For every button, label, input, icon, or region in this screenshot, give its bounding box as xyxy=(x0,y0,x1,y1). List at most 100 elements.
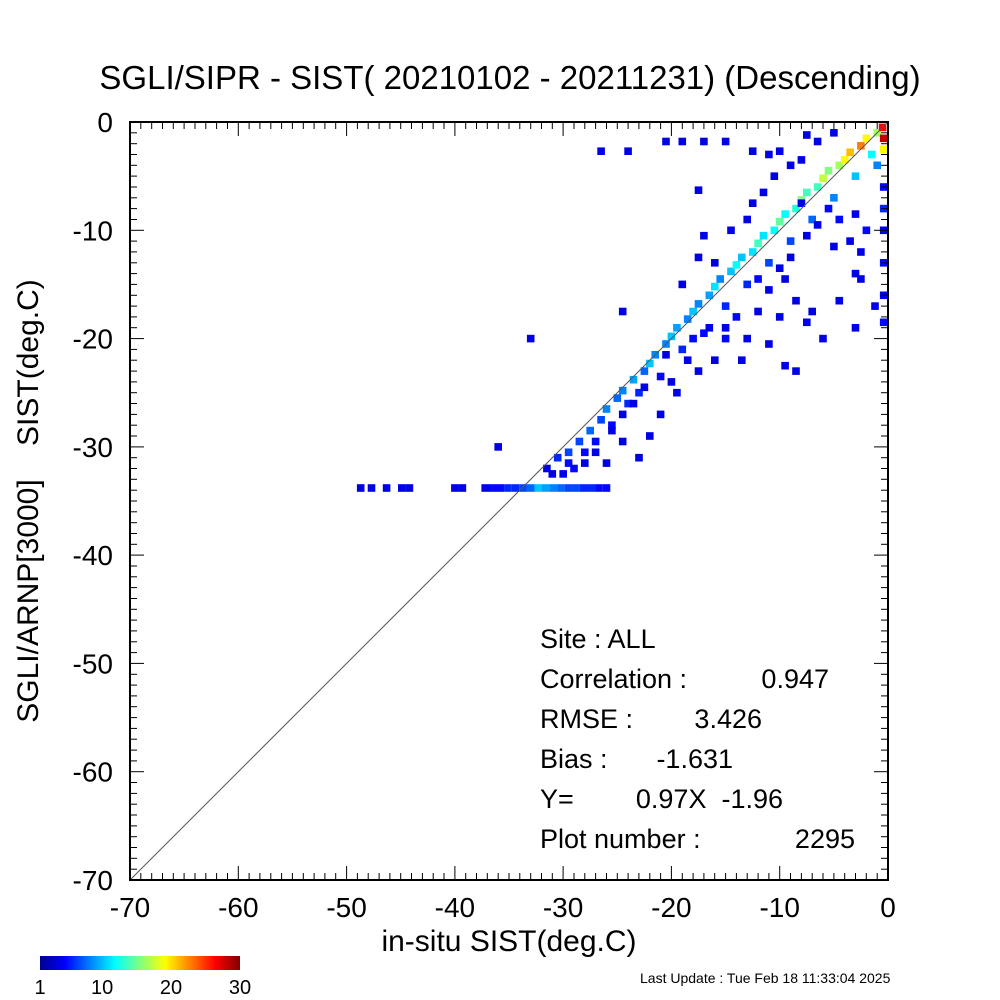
stat-plot-number-label: Plot number : xyxy=(540,824,701,854)
heatmap-bin xyxy=(797,199,806,207)
heatmap-bin xyxy=(678,280,687,289)
heatmap-bin xyxy=(597,147,605,155)
y-tick-label: -10 xyxy=(73,215,113,246)
heatmap-bin xyxy=(564,459,573,467)
heatmap-bin xyxy=(770,172,779,180)
y-tick-label: -20 xyxy=(73,324,113,355)
heatmap-bin xyxy=(775,217,784,226)
heatmap-bin xyxy=(819,334,827,343)
heatmap-bin xyxy=(743,334,751,343)
heatmap-bin xyxy=(694,253,703,262)
heatmap-bin xyxy=(813,137,822,146)
heatmap-bin xyxy=(792,296,800,305)
heatmap-bin xyxy=(356,484,365,492)
heatmap-bin xyxy=(754,275,762,283)
heatmap-bin xyxy=(727,267,735,276)
heatmap-bin xyxy=(624,147,632,155)
heatmap-bin xyxy=(830,129,838,137)
heatmap-bin xyxy=(808,215,816,224)
heatmap-bin xyxy=(786,237,795,245)
heatmap-bin xyxy=(557,484,565,492)
heatmap-bin xyxy=(857,275,865,283)
stat-bias-value: -1.631 xyxy=(656,744,733,774)
y-tick-label: -40 xyxy=(73,540,113,571)
heatmap-bin xyxy=(732,261,741,269)
heatmap-bin xyxy=(382,484,391,492)
heatmap-bin xyxy=(575,437,584,446)
last-update-text: Last Update : Tue Feb 18 11:33:04 2025 xyxy=(640,970,891,986)
heatmap-bin xyxy=(618,386,627,395)
heatmap-bin xyxy=(489,484,497,492)
heatmap-bin xyxy=(494,443,502,451)
heatmap-bin xyxy=(835,296,844,305)
heatmap-bin xyxy=(716,275,724,283)
heatmap-bin xyxy=(830,242,838,251)
heatmap-bin xyxy=(689,307,697,316)
heatmap-bin xyxy=(781,275,789,283)
heatmap-bin xyxy=(775,313,784,321)
stat-correlation-value: 0.947 xyxy=(761,664,829,694)
chart-title: SGLI/SIPR - SIST( 20210102 - 20211231) (… xyxy=(99,59,920,96)
heatmap-bin xyxy=(721,302,730,310)
heatmap-bin xyxy=(721,137,730,146)
heatmap-bin xyxy=(602,459,611,467)
heatmap-bin xyxy=(526,334,535,343)
heatmap-bin xyxy=(570,464,578,473)
heatmap-bin xyxy=(781,210,789,218)
heatmap-bin xyxy=(765,340,773,348)
heatmap-bin xyxy=(705,291,714,300)
heatmap-bin xyxy=(602,484,611,492)
heatmap-bin xyxy=(835,161,844,170)
heatmap-bin xyxy=(765,259,773,267)
y-tick-labels: -70 -60 -50 -40 -30 -20 -10 0 xyxy=(73,107,113,896)
heatmap-bin xyxy=(813,183,822,191)
heatmap-bin xyxy=(862,226,871,235)
heatmap-bin xyxy=(765,150,773,159)
heatmap-bin xyxy=(678,345,687,354)
heatmap-bin xyxy=(813,221,822,229)
heatmap-bin xyxy=(367,484,376,492)
heatmap-bin xyxy=(775,147,784,155)
heatmap-bin xyxy=(629,399,638,408)
x-tick-label: -40 xyxy=(435,892,475,923)
heatmap-bin xyxy=(635,388,643,397)
heatmap-bin xyxy=(857,248,865,256)
heatmap-bin xyxy=(564,484,573,492)
heatmap-bin xyxy=(656,410,665,419)
heatmap-bin xyxy=(819,174,827,183)
heatmap-bin xyxy=(481,484,489,492)
heatmap-bin xyxy=(635,453,643,462)
colorbar xyxy=(40,956,240,970)
heatmap-bin xyxy=(781,361,789,370)
heatmap-bin xyxy=(640,383,649,392)
heatmap-bin xyxy=(748,147,757,155)
heatmap-bin xyxy=(851,269,860,278)
heatmap-bin xyxy=(564,448,573,457)
y-axis-title: SGLI/ARNP[3000] SIST(deg.C) xyxy=(12,279,45,723)
heatmap-bin xyxy=(803,318,811,327)
heatmap-bin xyxy=(629,375,638,384)
heatmap-bin xyxy=(711,356,719,364)
stat-rmse-label: RMSE : xyxy=(540,704,633,734)
heatmap-bin xyxy=(738,356,746,364)
heatmap-bin xyxy=(775,264,784,272)
heatmap-bin xyxy=(646,432,654,440)
heatmap-bin xyxy=(640,367,649,375)
heatmap-bin xyxy=(618,307,627,316)
heatmap-bin xyxy=(678,137,687,146)
heatmap-bin xyxy=(602,405,611,413)
heatmap-bin xyxy=(873,161,881,170)
heatmap-bin xyxy=(597,416,605,424)
x-tick-labels: -70 -60 -50 -40 -30 -20 -10 0 xyxy=(110,892,896,923)
heatmap-bin xyxy=(700,231,708,240)
heatmap-bin xyxy=(824,204,833,213)
heatmap-bin xyxy=(559,470,567,478)
y-tick-label: -50 xyxy=(73,648,113,679)
heatmap-bin xyxy=(694,300,703,308)
one-to-one-line xyxy=(129,121,889,881)
heatmap-bin xyxy=(754,239,762,248)
heatmap-bin xyxy=(586,426,594,435)
stat-fit-label: Y= xyxy=(540,784,574,814)
axis-ticks xyxy=(129,121,889,881)
x-tick-label: 0 xyxy=(880,892,896,923)
